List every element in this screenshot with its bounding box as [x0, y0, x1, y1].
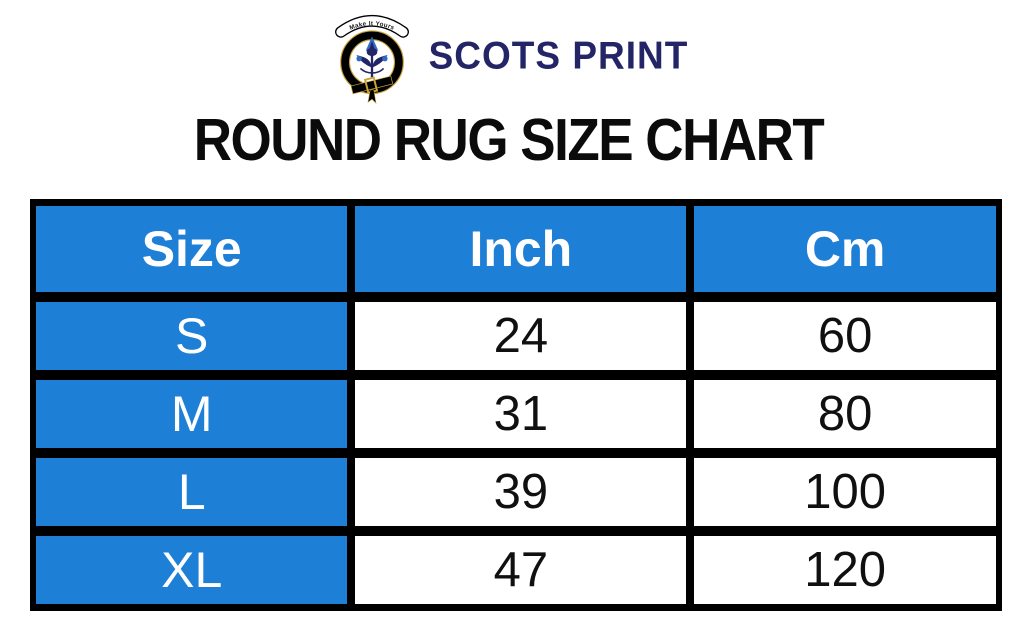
header-row: Size Inch Cm: [32, 201, 1000, 297]
column-header-cm: Cm: [690, 201, 1000, 297]
scots-print-crest-logo: Make It Yours: [334, 15, 409, 104]
inch-cell: 24: [351, 297, 691, 375]
size-cell: S: [32, 297, 352, 375]
size-chart-table-wrap: Size Inch Cm S 24 60 M 31 80 L 39 100 XL…: [30, 199, 1002, 611]
size-table-body: S 24 60 M 31 80 L 39 100 XL 47 120: [32, 297, 1000, 609]
thistle-icon: [356, 36, 388, 78]
size-cell: M: [32, 375, 352, 453]
table-row: M 31 80: [32, 375, 1000, 453]
table-row: XL 47 120: [32, 531, 1000, 609]
svg-text:Make It Yours: Make It Yours: [348, 20, 395, 32]
size-chart-table: Size Inch Cm S 24 60 M 31 80 L 39 100 XL…: [30, 199, 1002, 611]
page-title: ROUND RUG SIZE CHART: [193, 107, 825, 174]
inch-cell: 39: [351, 453, 691, 531]
table-row: S 24 60: [32, 297, 1000, 375]
cm-cell: 60: [690, 297, 1000, 375]
brand-name: SCOTS PRINT: [428, 33, 689, 77]
cm-cell: 120: [690, 531, 1000, 609]
column-header-size: Size: [32, 201, 352, 297]
table-row: L 39 100: [32, 453, 1000, 531]
banner-ribbon: Make It Yours: [334, 15, 409, 38]
column-header-inch: Inch: [351, 201, 691, 297]
brand-header: Make It Yours: [0, 0, 1017, 104]
size-cell: XL: [32, 531, 352, 609]
belt-buckle: [350, 75, 393, 104]
cm-cell: 100: [690, 453, 1000, 531]
cm-cell: 80: [690, 375, 1000, 453]
inch-cell: 47: [351, 531, 691, 609]
size-cell: L: [32, 453, 352, 531]
inch-cell: 31: [351, 375, 691, 453]
logo-tagline: Make It Yours: [348, 20, 395, 32]
